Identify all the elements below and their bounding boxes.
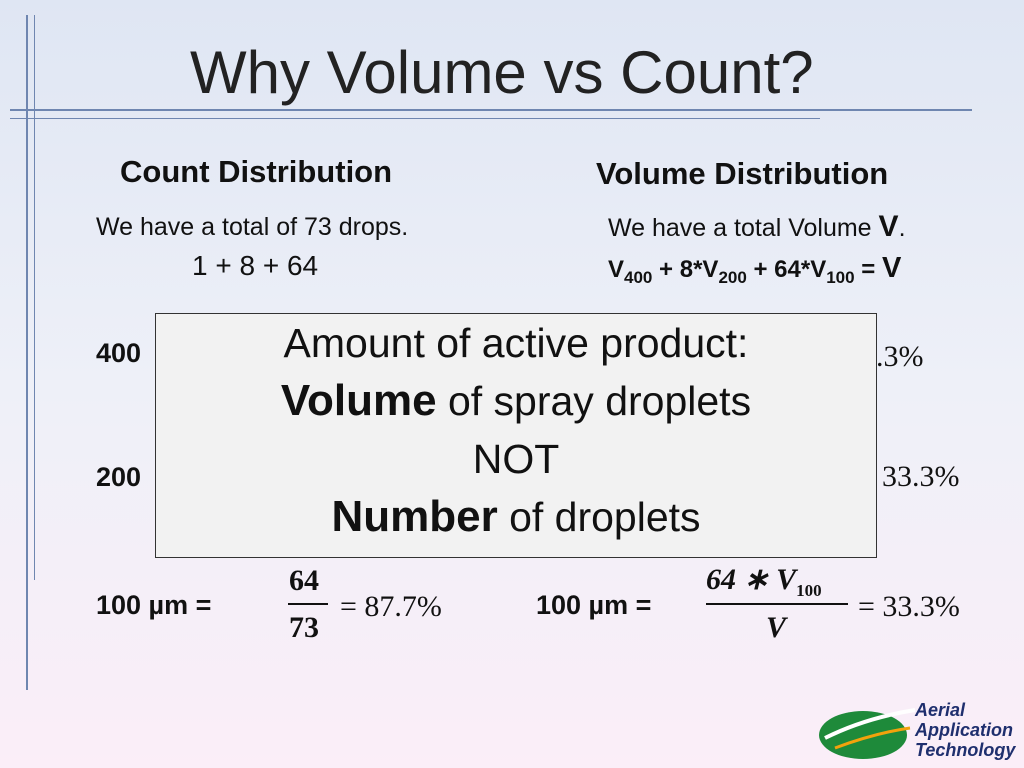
- numerator: 64: [289, 564, 319, 597]
- callout-box: Amount of active product: Volume of spra…: [155, 313, 877, 558]
- row-label: 100 µm =: [536, 590, 652, 620]
- emphasis: Volume: [280, 376, 437, 425]
- fraction-bar: [288, 603, 328, 605]
- slide-title: Why Volume vs Count?: [190, 39, 814, 106]
- denominator: 73: [289, 611, 319, 644]
- logo-text: Application: [915, 720, 1013, 740]
- count-total: We have a total of 73 drops.: [96, 213, 409, 241]
- row-label: 400: [96, 338, 142, 368]
- logo-text: Aerial: [915, 700, 966, 720]
- text: We have a total Volume: [608, 214, 879, 242]
- callout-line: Volume of spray droplets: [156, 372, 876, 430]
- row-label: 200: [96, 462, 142, 492]
- symbol: V: [878, 210, 899, 243]
- text: + 64*V: [746, 256, 827, 283]
- subscript: 100: [826, 267, 855, 287]
- callout-line: NOT: [472, 436, 560, 482]
- volume-total: We have a total Volume V.: [608, 210, 906, 244]
- callout-line: Number of droplets: [156, 488, 876, 546]
- result: = 87.7%: [340, 590, 442, 623]
- result: .3%: [876, 340, 924, 373]
- decor-rule: [34, 15, 35, 580]
- decor-rule: [26, 15, 28, 690]
- logo-text: Technology: [915, 740, 1016, 760]
- text: .: [898, 214, 906, 242]
- volume-heading: Volume Distribution: [596, 156, 889, 191]
- text: 64 ∗ V: [706, 563, 797, 596]
- denominator: V: [766, 611, 787, 644]
- text: =: [854, 256, 882, 283]
- text: of spray droplets: [436, 378, 752, 424]
- callout-line: Amount of active product:: [283, 320, 749, 366]
- numerator: 64 ∗ V100: [706, 562, 822, 601]
- subscript: 200: [718, 267, 747, 287]
- text: V: [608, 256, 625, 283]
- text: V: [881, 252, 902, 284]
- decor-rule: [10, 109, 972, 111]
- row-label: 100 µm =: [96, 590, 212, 620]
- emphasis: Number: [331, 492, 498, 541]
- text: of droplets: [497, 494, 701, 540]
- count-sum: 1 + 8 + 64: [192, 250, 319, 281]
- count-heading: Count Distribution: [120, 154, 393, 189]
- text: + 8*V: [652, 256, 719, 283]
- subscript: 400: [624, 267, 653, 287]
- result: = 33.3%: [858, 590, 960, 623]
- decor-rule: [10, 118, 820, 119]
- volume-equation: V400 + 8*V200 + 64*V100 = V: [608, 252, 901, 288]
- fraction-bar: [706, 603, 848, 605]
- result: 33.3%: [882, 460, 960, 493]
- logo-icon: [819, 708, 916, 759]
- subscript: 100: [796, 581, 822, 600]
